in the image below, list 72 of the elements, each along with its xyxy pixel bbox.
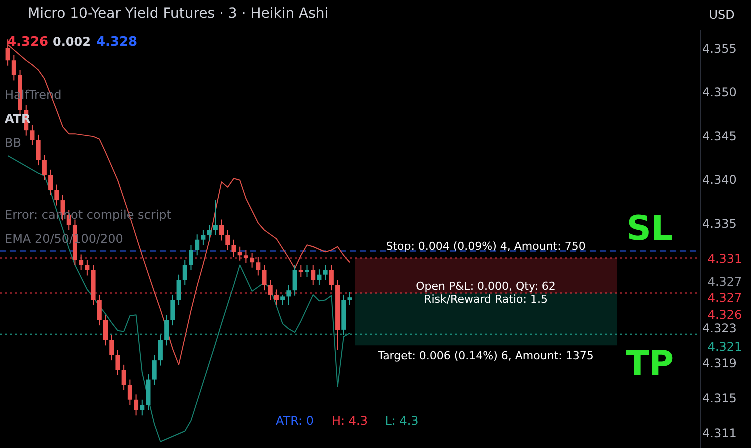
y-tick-label: 4.335 (702, 216, 737, 231)
candlestick (329, 264, 334, 292)
text: 4.326 (708, 308, 742, 322)
y-tick-label: 4.323 (702, 322, 737, 336)
candlestick (128, 379, 132, 406)
candlestick (79, 254, 84, 271)
annotation: L: 4.3 (385, 414, 419, 428)
candlestick (256, 256, 261, 276)
candlestick (213, 200, 218, 236)
candlestick (268, 280, 273, 301)
band-label: Stop: 0.004 (0.09%) 4, Amount: 750 (386, 240, 586, 254)
y-tick-label: 4.319 (702, 356, 737, 371)
chart-title: Micro 10-Year Yield Futures · 3 · Heikin Ashi (28, 6, 329, 22)
candlestick (54, 184, 60, 206)
candlestick (292, 264, 298, 296)
candlestick (170, 294, 176, 326)
candlestick (348, 292, 352, 306)
candlestick (323, 264, 328, 281)
annotation: Open P&L: 0.000, Qty: 62 (416, 280, 556, 293)
text: 4.327 (708, 275, 742, 289)
candlestick (226, 230, 230, 251)
annotation: SL (626, 209, 674, 249)
annotation: BB (5, 136, 22, 150)
line-series (8, 155, 350, 442)
y-tick-label: 4.311 (702, 426, 737, 441)
candlestick (201, 230, 206, 246)
candlestick (286, 284, 292, 306)
candlestick (232, 239, 236, 258)
text: USD (709, 8, 735, 22)
candlestick (42, 154, 47, 181)
candlestick (140, 399, 145, 416)
candlestick (207, 224, 212, 242)
candlestick (30, 124, 35, 146)
candlestick (250, 252, 255, 268)
candlestick (195, 234, 200, 256)
y-tick-label: 4.350 (702, 86, 737, 100)
annotation: 0.002 (53, 35, 91, 49)
candlestick (220, 219, 224, 242)
y-tick-label: 4.355 (702, 42, 737, 56)
candlestick (122, 364, 126, 391)
annotation: H: 4.3 (332, 414, 368, 428)
candlestick (274, 289, 279, 306)
candlestick (152, 354, 157, 386)
text: 4.327 (708, 291, 742, 305)
annotation: 4.328 (96, 35, 138, 50)
candlestick (97, 294, 102, 326)
candlestick (104, 314, 108, 346)
candlestick (188, 244, 194, 271)
candlestick (182, 259, 188, 286)
annotation: ATR: 0 (276, 414, 314, 428)
candlestick (317, 269, 322, 286)
y-tick-label: 4.340 (702, 173, 737, 188)
y-tick-label: 4.315 (702, 392, 737, 406)
text: 4.321 (708, 340, 742, 354)
candlestick (311, 264, 316, 286)
candlestick (85, 259, 90, 276)
annotation: Risk/Reward Ratio: 1.5 (424, 293, 548, 306)
candlestick (280, 294, 286, 306)
candlestick (12, 54, 16, 82)
y-tick-label: 4.345 (702, 129, 737, 144)
candlestick (116, 350, 120, 376)
candlestick (36, 134, 41, 166)
text: 4.331 (708, 252, 742, 266)
candlestick (110, 334, 114, 362)
candlestick (176, 274, 182, 306)
candlestick (48, 169, 54, 196)
candlestick (262, 264, 267, 292)
candlestick (134, 394, 139, 416)
candlestick (244, 250, 248, 264)
annotation: TP (626, 344, 674, 384)
candlestick (238, 246, 242, 262)
band-label: Target: 0.006 (0.14%) 6, Amount: 1375 (377, 350, 594, 363)
